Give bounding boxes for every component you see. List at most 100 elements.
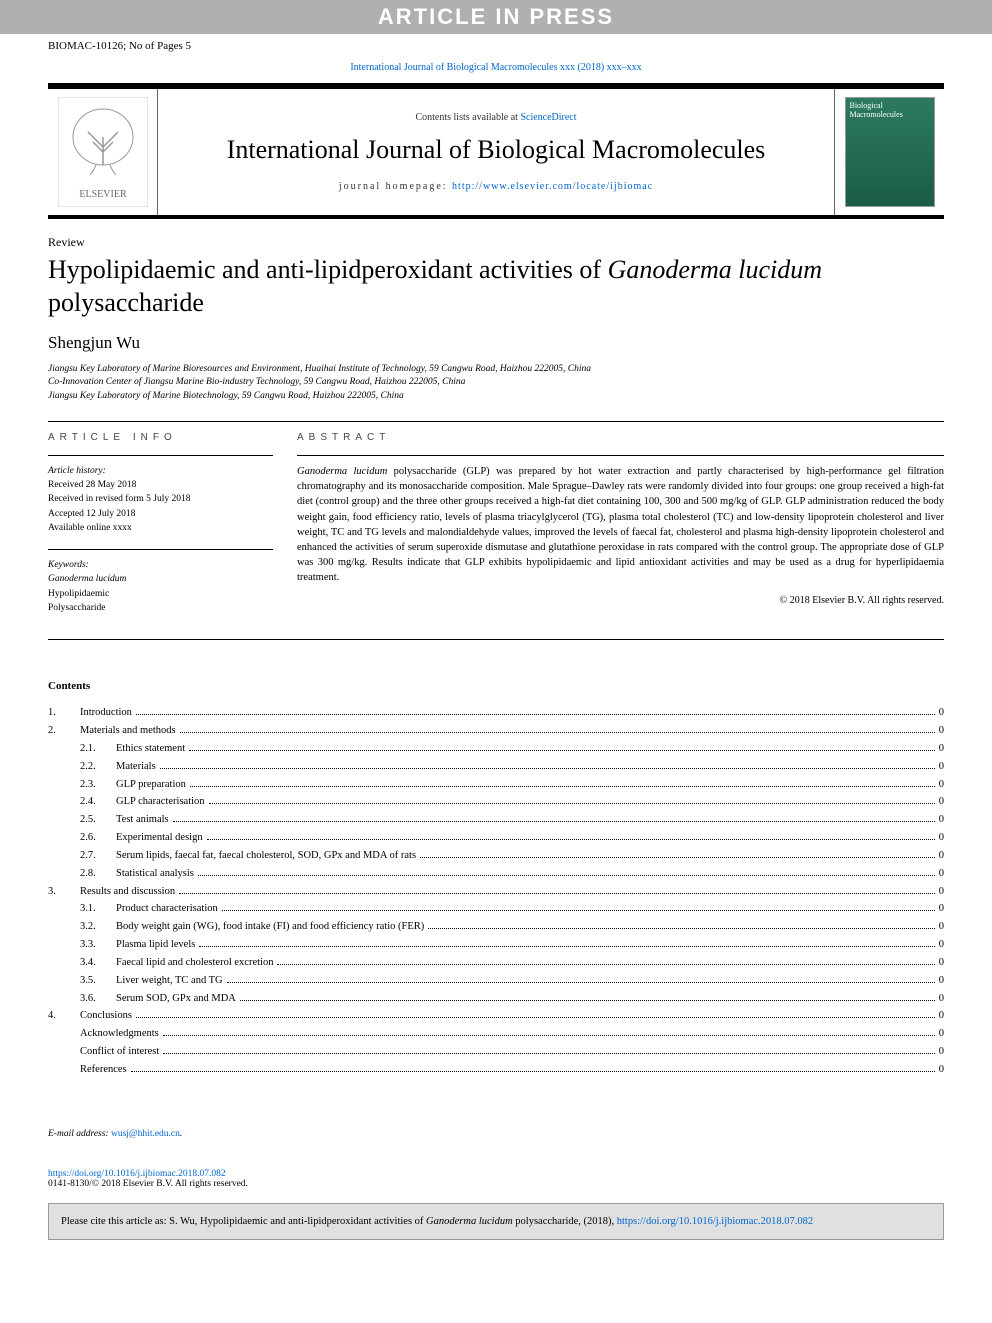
toc-dots: [190, 786, 935, 787]
toc-page: 0: [939, 776, 944, 794]
abstract-text: Ganoderma lucidum polysaccharide (GLP) w…: [297, 455, 944, 608]
history-line: Accepted 12 July 2018: [48, 507, 273, 521]
keyword: Polysaccharide: [48, 601, 273, 615]
toc-row[interactable]: 2.5.Test animals0: [48, 811, 944, 829]
toc-row[interactable]: Acknowledgments0: [48, 1025, 944, 1043]
email-label: E-mail address:: [48, 1129, 111, 1139]
toc-num: 2.2.: [48, 758, 116, 776]
email-link[interactable]: wusj@hhit.edu.cn: [111, 1129, 180, 1139]
toc-dots: [180, 732, 935, 733]
contents-heading: Contents: [48, 680, 944, 692]
abstract-column: abstract Ganoderma lucidum polysaccharid…: [297, 422, 944, 639]
toc-page: 0: [939, 1043, 944, 1061]
toc-num: 3.3.: [48, 936, 116, 954]
toc-num: 2.5.: [48, 811, 116, 829]
toc-num: 4.: [48, 1007, 80, 1025]
toc-num: 3.6.: [48, 990, 116, 1008]
toc-label: Faecal lipid and cholesterol excretion: [116, 954, 273, 972]
cite-post: polysaccharide, (2018),: [513, 1216, 617, 1227]
abstract-body: polysaccharide (GLP) was prepared by hot…: [297, 466, 944, 584]
toc-page: 0: [939, 918, 944, 936]
cite-doi-link[interactable]: https://doi.org/10.1016/j.ijbiomac.2018.…: [617, 1216, 813, 1227]
toc-dots: [227, 982, 935, 983]
sciencedirect-link[interactable]: ScienceDirect: [520, 112, 576, 123]
keywords-heading: Keywords:: [48, 558, 273, 572]
toc-row[interactable]: Conflict of interest0: [48, 1043, 944, 1061]
toc-row[interactable]: 2.3.GLP preparation0: [48, 776, 944, 794]
history-line: Received 28 May 2018: [48, 478, 273, 492]
history-line: Received in revised form 5 July 2018: [48, 492, 273, 506]
toc-label: Product characterisation: [116, 900, 218, 918]
toc-label: Liver weight, TC and TG: [116, 972, 223, 990]
toc-num: 3.5.: [48, 972, 116, 990]
toc-label: Materials and methods: [80, 722, 176, 740]
toc-num: 1.: [48, 704, 80, 722]
toc-row[interactable]: 3.3.Plasma lipid levels 0: [48, 936, 944, 954]
toc-row[interactable]: 3.5.Liver weight, TC and TG 0: [48, 972, 944, 990]
toc-page: 0: [939, 722, 944, 740]
toc-row[interactable]: 2.7.Serum lipids, faecal fat, faecal cho…: [48, 847, 944, 865]
toc-label: Plasma lipid levels: [116, 936, 195, 954]
toc-label: Serum SOD, GPx and MDA: [116, 990, 236, 1008]
contents-available: Contents lists available at ScienceDirec…: [415, 112, 576, 123]
toc-label: GLP preparation: [116, 776, 186, 794]
toc-page: 0: [939, 865, 944, 883]
toc-dots: [163, 1053, 934, 1054]
toc-label: Materials: [116, 758, 156, 776]
journal-cover-title: Biological Macromolecules: [850, 102, 930, 120]
cite-pre: Please cite this article as: S. Wu, Hypo…: [61, 1216, 426, 1227]
toc-page: 0: [939, 972, 944, 990]
toc-row[interactable]: 2.6.Experimental design0: [48, 829, 944, 847]
doi-link[interactable]: https://doi.org/10.1016/j.ijbiomac.2018.…: [48, 1169, 226, 1179]
journal-homepage: journal homepage: http://www.elsevier.co…: [339, 181, 653, 192]
toc-row[interactable]: 1.Introduction0: [48, 704, 944, 722]
toc-label: Body weight gain (WG), food intake (FI) …: [116, 918, 424, 936]
toc-dots: [179, 893, 935, 894]
toc-num: 3.2.: [48, 918, 116, 936]
toc-row[interactable]: 4.Conclusions0: [48, 1007, 944, 1025]
toc-dots: [207, 839, 935, 840]
toc-page: 0: [939, 936, 944, 954]
toc-page: 0: [939, 740, 944, 758]
toc-dots: [420, 857, 935, 858]
journal-cover-thumbnail: Biological Macromolecules: [845, 97, 935, 207]
affiliation-line: Jiangsu Key Laboratory of Marine Bioreso…: [48, 363, 944, 376]
journal-cover-box: Biological Macromolecules: [834, 89, 944, 215]
toc-row[interactable]: 2.8.Statistical analysis0: [48, 865, 944, 883]
toc-num: 3.1.: [48, 900, 116, 918]
journal-homepage-link[interactable]: http://www.elsevier.com/locate/ijbiomac: [452, 181, 653, 192]
keyword: Ganoderma lucidum: [48, 572, 273, 586]
toc-dots: [199, 946, 934, 947]
toc-row[interactable]: 3.4.Faecal lipid and cholesterol excreti…: [48, 954, 944, 972]
toc-row[interactable]: References0: [48, 1061, 944, 1079]
toc-page: 0: [939, 1061, 944, 1079]
info-abstract-row: article info Article history: Received 2…: [48, 421, 944, 640]
email-line: E-mail address: wusj@hhit.edu.cn.: [48, 1129, 944, 1139]
abstract-species: Ganoderma lucidum: [297, 466, 387, 477]
toc-row[interactable]: 3.6.Serum SOD, GPx and MDA0: [48, 990, 944, 1008]
journal-header-center: Contents lists available at ScienceDirec…: [158, 89, 834, 215]
toc-num: 2.1.: [48, 740, 116, 758]
top-citation-link[interactable]: International Journal of Biological Macr…: [350, 62, 641, 73]
toc-dots: [160, 768, 935, 769]
toc-label: Acknowledgments: [80, 1025, 159, 1043]
affiliations: Jiangsu Key Laboratory of Marine Bioreso…: [48, 363, 944, 403]
toc-row[interactable]: 2.1.Ethics statement0: [48, 740, 944, 758]
toc-page: 0: [939, 793, 944, 811]
toc-row[interactable]: 3.2.Body weight gain (WG), food intake (…: [48, 918, 944, 936]
history-heading: Article history:: [48, 464, 273, 478]
journal-homepage-label: journal homepage:: [339, 181, 452, 192]
toc-label: Introduction: [80, 704, 132, 722]
toc-row[interactable]: 2.2.Materials0: [48, 758, 944, 776]
article-info-label: article info: [48, 432, 273, 443]
toc-row[interactable]: 3.1.Product characterisation0: [48, 900, 944, 918]
toc-row[interactable]: 2.4.GLP characterisation0: [48, 793, 944, 811]
cite-this-article-box: Please cite this article as: S. Wu, Hypo…: [48, 1203, 944, 1240]
toc-page: 0: [939, 811, 944, 829]
toc-dots: [136, 1017, 935, 1018]
author-name: Shengjun Wu: [48, 333, 944, 353]
abstract-copyright: © 2018 Elsevier B.V. All rights reserved…: [297, 594, 944, 609]
toc-label: Experimental design: [116, 829, 203, 847]
toc-row[interactable]: 3.Results and discussion0: [48, 883, 944, 901]
toc-row[interactable]: 2.Materials and methods0: [48, 722, 944, 740]
